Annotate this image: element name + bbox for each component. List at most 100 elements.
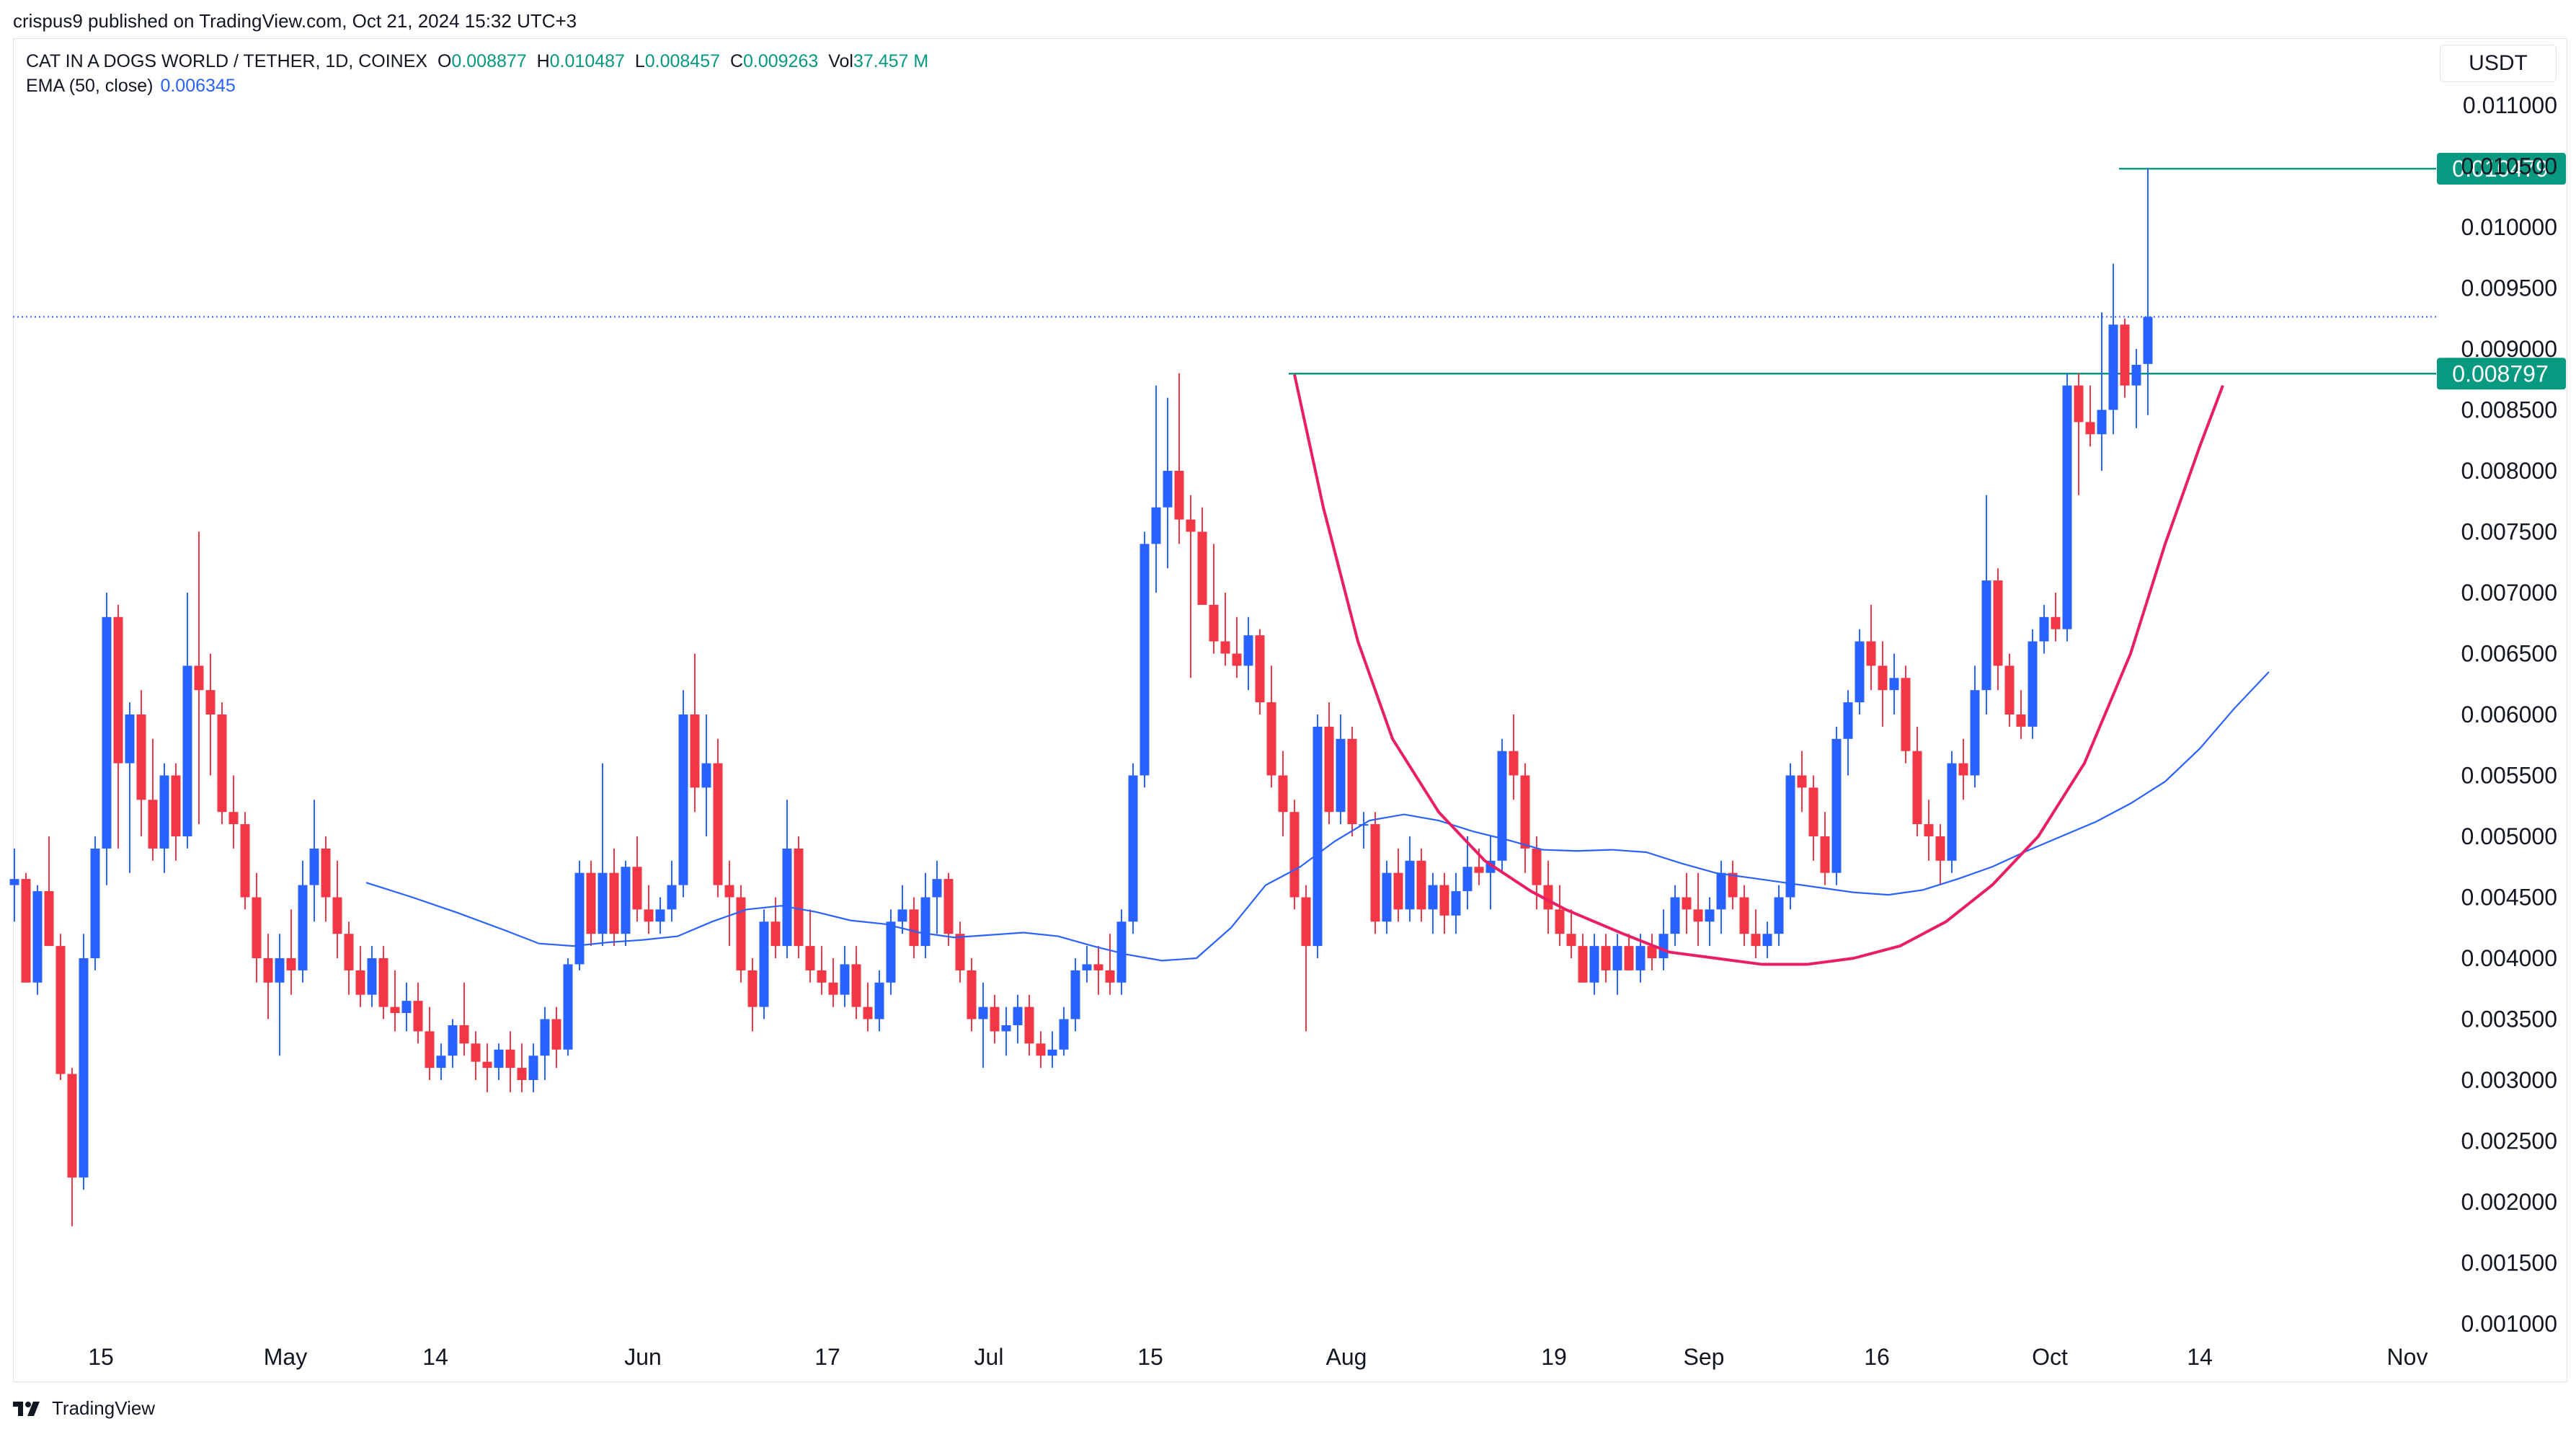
x-tick-label: Jul <box>974 1344 1004 1370</box>
candle-body <box>1601 946 1611 970</box>
candle-body <box>205 690 216 714</box>
candle-body <box>240 824 250 898</box>
x-tick-label: Nov <box>2387 1344 2428 1370</box>
candle-body <box>2039 616 2049 642</box>
candle-body <box>1785 775 1795 898</box>
candle-body <box>344 934 354 970</box>
candle-body <box>182 665 192 836</box>
candle-body <box>1393 872 1403 910</box>
ema-value: 0.006345 <box>160 76 236 96</box>
y-tick-label: 0.007500 <box>2461 519 2557 545</box>
candle-body <box>540 1019 550 1056</box>
candle-body <box>967 970 977 1019</box>
candle-body <box>171 775 181 836</box>
candle-body <box>1439 885 1449 916</box>
candle-body <box>9 879 19 885</box>
x-tick-label: 14 <box>2187 1344 2213 1370</box>
candle-body <box>67 1074 77 1178</box>
candle-body <box>2108 324 2118 410</box>
candle-body <box>724 885 734 898</box>
y-tick-label: 0.004500 <box>2461 885 2557 911</box>
candle-body <box>1647 946 1657 958</box>
candle-body <box>1370 824 1380 922</box>
candle-body <box>1820 836 1830 873</box>
candle-body <box>2028 641 2038 727</box>
candle-body <box>79 958 89 1178</box>
candle-body <box>1716 872 1726 910</box>
y-tick-label: 0.010500 <box>2461 154 2557 180</box>
y-tick-label: 0.004000 <box>2461 945 2557 971</box>
candle-body <box>1889 678 1899 691</box>
x-tick-label: Aug <box>1326 1344 1367 1370</box>
candle-body <box>263 958 273 983</box>
candle-body <box>1589 946 1599 983</box>
price-level-badge <box>2437 358 2566 390</box>
x-tick-label: Jun <box>624 1344 662 1370</box>
candle-body <box>1059 1019 1069 1050</box>
x-axis: 15 May 14 Jun 17 Jul 15 Aug 19 Sep 16 Oct 14 Nov <box>88 1344 2428 1370</box>
candle-body <box>1128 775 1138 922</box>
candle-body <box>551 1019 561 1050</box>
candle-body <box>1947 763 1957 861</box>
candle-body <box>1347 738 1357 825</box>
candle-body <box>1612 946 1622 970</box>
candle-body <box>874 982 884 1019</box>
candle-body <box>1866 641 1876 666</box>
candle-body <box>1024 1007 1034 1044</box>
cup-arc-layer <box>1293 374 2224 966</box>
candle-body <box>355 970 365 995</box>
candle-body <box>1405 860 1415 910</box>
candle-body <box>2016 714 2026 727</box>
candle-body <box>321 848 331 898</box>
candle-body <box>920 897 931 947</box>
chart-frame[interactable] <box>13 38 2567 1382</box>
candle-body <box>701 763 711 788</box>
open-value: 0.008877 <box>451 51 527 71</box>
candle-body <box>2143 317 2153 364</box>
candle-body <box>1255 635 1265 703</box>
x-tick-label: 15 <box>88 1344 114 1370</box>
candle-body <box>828 982 838 995</box>
footer-brand: TradingView <box>13 1397 155 1420</box>
candle-body <box>1555 909 1565 934</box>
candles-layer <box>9 167 2153 1226</box>
candle-body <box>1232 653 1242 666</box>
candle-body <box>840 964 850 995</box>
candle-body <box>298 885 308 970</box>
candle-body <box>1624 946 1634 970</box>
candle-body <box>55 946 66 1074</box>
x-tick-label: 14 <box>422 1344 448 1370</box>
candle-body <box>286 958 296 970</box>
candle-body <box>690 714 700 788</box>
candle-body <box>1474 867 1484 873</box>
candle-body <box>401 1001 412 1014</box>
candle-body <box>1301 897 1311 947</box>
candle-body <box>644 909 654 922</box>
candle-body <box>159 775 169 849</box>
candle-body <box>2074 385 2084 422</box>
candle-body <box>563 964 573 1050</box>
y-tick-label: 0.001500 <box>2461 1250 2557 1276</box>
currency-selector[interactable]: USDT <box>2440 45 2557 82</box>
ohlc-row: CAT IN A DOGS WORLD / TETHER, 1D, COINEX… <box>26 49 928 74</box>
ema-label[interactable]: EMA (50, close) <box>26 76 154 96</box>
high-value: 0.010487 <box>549 51 625 71</box>
candle-body <box>1658 934 1669 958</box>
candle-body <box>1808 787 1818 836</box>
low-value: 0.008457 <box>644 51 721 71</box>
candle-body <box>1174 471 1184 520</box>
symbol-name[interactable]: CAT IN A DOGS WORLD / TETHER, 1D, COINEX <box>26 51 428 71</box>
candle-body <box>2120 324 2130 386</box>
y-tick-label: 0.002500 <box>2461 1128 2557 1154</box>
candle-body <box>528 1056 538 1080</box>
candle-body <box>909 909 919 947</box>
candle-body <box>736 897 746 970</box>
candle-body <box>621 867 631 934</box>
x-tick-label: Sep <box>1684 1344 1725 1370</box>
publisher-line: crispus9 published on TradingView.com, O… <box>13 10 577 32</box>
candle-body <box>782 848 792 947</box>
candle-body <box>955 934 965 970</box>
candle-body <box>228 812 239 825</box>
candle-body <box>1855 641 1865 703</box>
